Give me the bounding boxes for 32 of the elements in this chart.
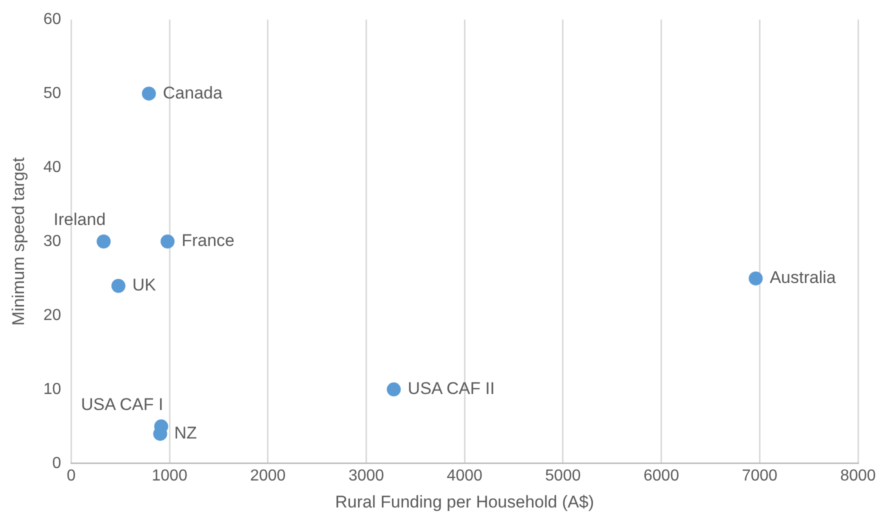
x-tick-label: 2000 — [250, 467, 286, 484]
y-axis-title: Minimum speed target — [8, 157, 28, 326]
x-tick-label: 1000 — [152, 467, 188, 484]
y-tick-label: 40 — [43, 158, 62, 176]
annotation: France — [182, 231, 234, 250]
y-tick-label: 30 — [43, 232, 62, 250]
annotation: USA CAF II — [408, 379, 495, 398]
x-tick-label: 4000 — [446, 467, 482, 484]
y-tick-label: 20 — [43, 306, 62, 324]
x-axis-title: Rural Funding per Household (A$) — [335, 492, 594, 512]
point — [142, 86, 156, 101]
annotation: Ireland — [54, 210, 106, 230]
x-tick-label: 0 — [66, 467, 76, 484]
x-tick-label: 8000 — [840, 467, 876, 484]
point — [748, 271, 763, 286]
y-tick-label: 50 — [43, 84, 62, 102]
annotation: UK — [132, 276, 157, 295]
x-tick-label: 7000 — [742, 467, 778, 484]
x-tick-label: 3000 — [348, 467, 384, 484]
y-tick-label: 10 — [43, 380, 62, 398]
annotation: Australia — [770, 268, 836, 288]
point — [111, 278, 126, 293]
point — [386, 382, 401, 396]
annotation: NZ — [174, 424, 197, 442]
x-tick-label: 6000 — [644, 467, 680, 484]
y-tick-label: 60 — [43, 11, 62, 28]
x-tick-label: 5000 — [545, 467, 581, 484]
point — [160, 234, 175, 248]
annotation: Canada — [162, 83, 223, 102]
y-tick-label: 0 — [52, 454, 62, 472]
annotation: USA CAF I — [81, 395, 164, 414]
point — [96, 234, 111, 248]
